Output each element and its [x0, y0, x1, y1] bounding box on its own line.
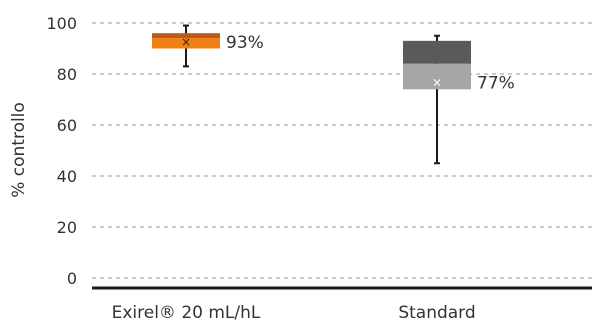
y-axis-tick-labels: 0 20 40 60 80 100 [46, 14, 77, 288]
y-tick-label: 0 [67, 269, 77, 288]
y-axis-label: % controllo [9, 102, 29, 198]
box-group: × 93% [152, 24, 264, 68]
box-upper-quartile [152, 33, 220, 39]
x-category-label: Standard [398, 303, 475, 323]
box-lower-quartile [403, 63, 471, 90]
y-tick-label: 60 [57, 116, 77, 135]
box-group: × 77% [403, 34, 515, 165]
boxes: × 93% × 77% [152, 24, 515, 165]
y-tick-label: 100 [46, 14, 77, 33]
y-tick-label: 20 [57, 218, 77, 237]
y-tick-label: 80 [57, 65, 77, 84]
mean-data-label: 77% [477, 74, 515, 94]
box-lower-quartile [152, 38, 220, 49]
mean-marker: × [181, 35, 191, 49]
gridlines [92, 22, 592, 279]
x-category-label: Exirel® 20 mL/hL [112, 303, 261, 323]
mean-marker: × [432, 76, 442, 90]
mean-data-label: 93% [226, 33, 264, 53]
y-tick-label: 40 [57, 167, 77, 186]
box-upper-quartile [403, 40, 471, 64]
x-axis-category-labels: Exirel® 20 mL/hL Standard [112, 303, 476, 323]
